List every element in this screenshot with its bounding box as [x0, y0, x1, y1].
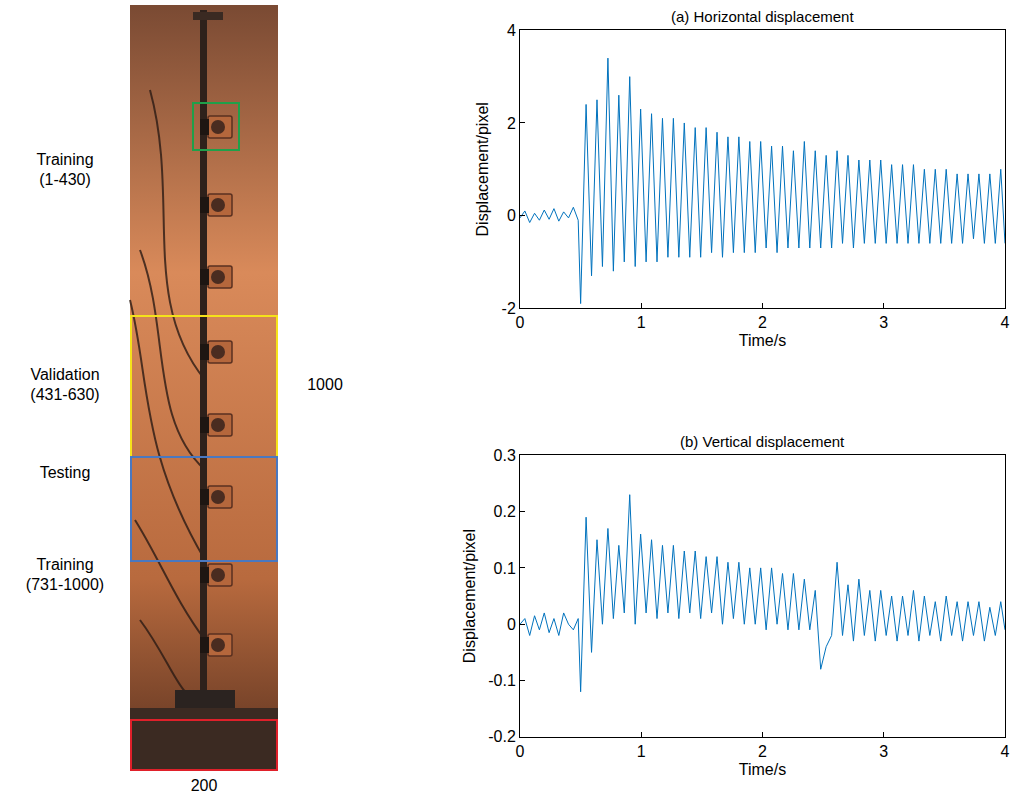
svg-text:Training(731-1000): Training(731-1000)	[26, 556, 104, 593]
svg-text:0.2: 0.2	[494, 503, 516, 520]
svg-text:4: 4	[1001, 743, 1010, 760]
svg-text:1: 1	[637, 743, 646, 760]
svg-text:0: 0	[507, 616, 516, 633]
svg-text:Testing: Testing	[40, 464, 91, 481]
svg-text:0: 0	[516, 314, 525, 331]
svg-text:0.3: 0.3	[494, 447, 516, 464]
svg-text:Training(1-430): Training(1-430)	[36, 151, 93, 188]
svg-text:Displacement/pixel: Displacement/pixel	[461, 529, 478, 663]
svg-text:Displacement/pixel: Displacement/pixel	[474, 102, 491, 236]
svg-text:2: 2	[758, 314, 767, 331]
svg-text:Time/s: Time/s	[739, 332, 786, 349]
svg-text:Time/s: Time/s	[739, 761, 786, 778]
svg-text:2: 2	[507, 115, 516, 132]
svg-text:0.1: 0.1	[494, 559, 516, 576]
svg-text:Validation(431-630): Validation(431-630)	[30, 366, 99, 403]
svg-text:4: 4	[507, 22, 516, 39]
svg-text:(a) Horizontal displacement: (a) Horizontal displacement	[671, 8, 854, 25]
svg-text:2: 2	[758, 743, 767, 760]
svg-text:200: 200	[191, 777, 218, 794]
svg-text:1: 1	[637, 314, 646, 331]
svg-text:0: 0	[507, 207, 516, 224]
svg-text:3: 3	[879, 743, 888, 760]
svg-text:0: 0	[516, 743, 525, 760]
svg-text:1000: 1000	[307, 376, 343, 393]
svg-text:4: 4	[1001, 314, 1010, 331]
svg-text:(b) Vertical displacement: (b) Vertical displacement	[680, 433, 845, 450]
svg-text:-2: -2	[502, 300, 516, 317]
svg-text:-0.1: -0.1	[488, 672, 516, 689]
svg-text:3: 3	[879, 314, 888, 331]
svg-text:-0.2: -0.2	[488, 728, 516, 745]
